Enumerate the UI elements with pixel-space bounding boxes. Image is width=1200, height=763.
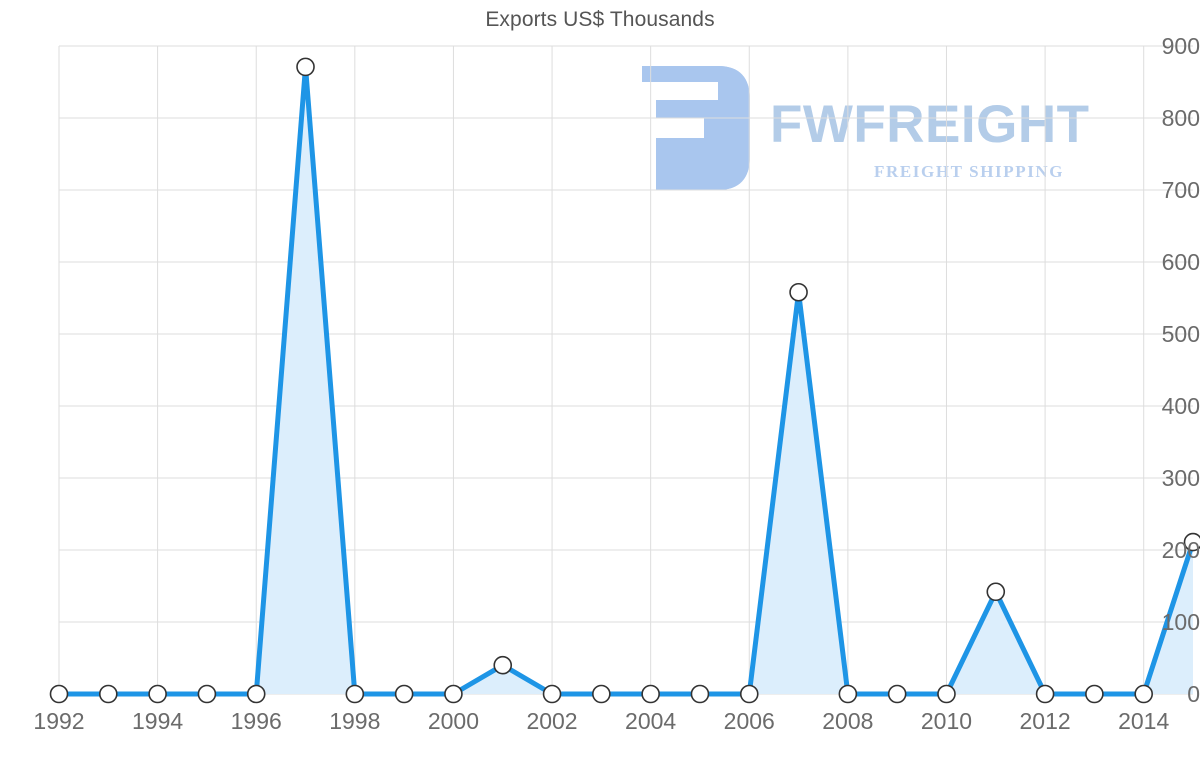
data-point-marker[interactable]	[986, 582, 1006, 602]
y-axis-tick-label: 0	[1187, 681, 1200, 707]
data-point-marker[interactable]	[1085, 684, 1104, 704]
data-point-marker[interactable]	[493, 655, 513, 675]
data-point-marker[interactable]	[641, 684, 660, 704]
data-point-marker[interactable]	[1035, 684, 1055, 704]
y-axis-tick-label: 800	[1161, 105, 1200, 131]
data-point-marker[interactable]	[296, 57, 315, 77]
y-axis-tick-label: 200	[1161, 537, 1200, 563]
y-axis-tick-label: 300	[1161, 465, 1200, 491]
series-line	[56, 64, 1196, 697]
y-axis-tick-label: 600	[1161, 249, 1200, 275]
data-point-marker[interactable]	[444, 684, 463, 704]
horizontal-gridlines	[59, 45, 1193, 695]
data-point-marker[interactable]	[49, 684, 69, 704]
data-point-marker[interactable]	[542, 684, 562, 704]
chart-title: Exports US$ Thousands	[485, 8, 715, 31]
x-axis-tick-label: 2008	[822, 708, 874, 734]
x-axis-tick-label: 2004	[625, 708, 677, 734]
x-axis-tick-label: 1996	[230, 708, 282, 734]
series-area-fill	[59, 66, 1193, 694]
data-point-marker[interactable]	[345, 684, 365, 704]
y-axis-tick-label: 100	[1161, 609, 1200, 635]
data-point-marker[interactable]	[99, 684, 118, 704]
data-point-marker[interactable]	[148, 684, 167, 704]
x-axis-tick-label: 2010	[920, 708, 973, 734]
x-axis-tick-label: 2014	[1118, 708, 1170, 734]
y-axis-tick-label: 700	[1161, 177, 1200, 203]
x-axis-tick-label: 2002	[526, 708, 578, 734]
x-axis-tick-label: 2012	[1019, 708, 1071, 734]
x-axis-tick-label: 2006	[723, 708, 775, 734]
series-markers	[49, 57, 1200, 704]
data-point-marker[interactable]	[246, 684, 266, 704]
y-axis-tick-label: 400	[1161, 393, 1200, 419]
y-axis-tick-label: 900	[1161, 33, 1200, 59]
vertical-gridlines	[58, 46, 1145, 694]
x-axis-tick-label: 1998	[329, 708, 381, 734]
data-point-marker[interactable]	[690, 684, 710, 704]
data-point-marker[interactable]	[838, 684, 858, 704]
data-point-marker[interactable]	[1134, 684, 1153, 704]
x-axis-tick-label: 2000	[427, 708, 479, 734]
y-axis-tick-label: 500	[1161, 321, 1200, 347]
data-point-marker[interactable]	[197, 684, 217, 704]
data-point-marker[interactable]	[1183, 532, 1200, 552]
data-point-marker[interactable]	[789, 282, 808, 302]
data-point-marker[interactable]	[887, 684, 907, 704]
x-axis-tick-label: 1994	[132, 708, 184, 734]
data-point-marker[interactable]	[739, 684, 759, 704]
data-point-marker[interactable]	[592, 684, 611, 704]
data-point-marker[interactable]	[394, 684, 414, 704]
x-axis-tick-label: 1992	[33, 708, 85, 734]
data-point-marker[interactable]	[937, 684, 956, 704]
